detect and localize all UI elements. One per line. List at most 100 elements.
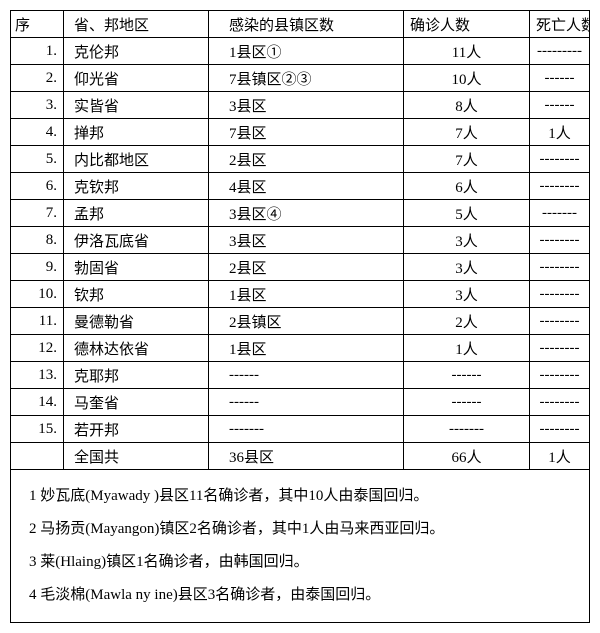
cell-region: 德林达依省	[64, 335, 209, 362]
cell-deaths: --------	[530, 281, 590, 308]
table-row: 9.勃固省2县区3人--------	[11, 254, 590, 281]
note-line: 3 莱(Hlaing)镇区1名确诊者，由韩国回归。	[29, 546, 571, 579]
cell-seq: 10.	[11, 281, 64, 308]
cell-seq: 5.	[11, 146, 64, 173]
cell-seq: 11.	[11, 308, 64, 335]
cell-region: 仰光省	[64, 65, 209, 92]
table-row: 14.马奎省--------------------	[11, 389, 590, 416]
cell-confirmed: 6人	[404, 173, 530, 200]
cell-districts: 7县区	[209, 119, 404, 146]
cell-region: 曼德勒省	[64, 308, 209, 335]
table-row: 3.实皆省3县区8人------	[11, 92, 590, 119]
cell-districts: -------	[209, 416, 404, 443]
cell-confirmed: 1人	[404, 335, 530, 362]
header-districts: 感染的县镇区数	[209, 11, 404, 38]
cell-region: 掸邦	[64, 119, 209, 146]
note-line: 1 妙瓦底(Myawady )县区11名确诊者，其中10人由泰国回归。	[29, 480, 571, 513]
total-seq	[11, 443, 64, 470]
cell-districts: 3县区④	[209, 200, 404, 227]
cell-region: 克伦邦	[64, 38, 209, 65]
notes-cell: 1 妙瓦底(Myawady )县区11名确诊者，其中10人由泰国回归。2 马扬贡…	[11, 470, 590, 623]
cell-confirmed: 5人	[404, 200, 530, 227]
cell-deaths: --------	[530, 254, 590, 281]
header-confirmed: 确诊人数	[404, 11, 530, 38]
cell-seq: 9.	[11, 254, 64, 281]
cell-districts: 1县区①	[209, 38, 404, 65]
cell-confirmed: -------	[404, 416, 530, 443]
total-districts: 36县区	[209, 443, 404, 470]
table-row: 8.伊洛瓦底省3县区3人--------	[11, 227, 590, 254]
cell-deaths: --------	[530, 146, 590, 173]
cell-deaths: --------	[530, 362, 590, 389]
cell-districts: 4县区	[209, 173, 404, 200]
cell-deaths: --------	[530, 227, 590, 254]
cell-deaths: --------	[530, 173, 590, 200]
cell-districts: 3县区	[209, 92, 404, 119]
cell-seq: 12.	[11, 335, 64, 362]
cell-districts: 1县区	[209, 281, 404, 308]
cell-districts: 7县镇区②③	[209, 65, 404, 92]
cell-confirmed: 3人	[404, 281, 530, 308]
cell-region: 内比都地区	[64, 146, 209, 173]
notes-row: 1 妙瓦底(Myawady )县区11名确诊者，其中10人由泰国回归。2 马扬贡…	[11, 470, 590, 623]
cell-seq: 14.	[11, 389, 64, 416]
table-row: 11.曼德勒省2县镇区2人--------	[11, 308, 590, 335]
cell-seq: 8.	[11, 227, 64, 254]
cell-region: 伊洛瓦底省	[64, 227, 209, 254]
cell-region: 若开邦	[64, 416, 209, 443]
cell-region: 钦邦	[64, 281, 209, 308]
total-region: 全国共	[64, 443, 209, 470]
header-seq: 序	[11, 11, 64, 38]
table-row: 13.克耶邦--------------------	[11, 362, 590, 389]
total-deaths: 1人	[530, 443, 590, 470]
table-row: 6.克钦邦4县区6人--------	[11, 173, 590, 200]
table-row: 10.钦邦1县区3人--------	[11, 281, 590, 308]
cell-confirmed: 3人	[404, 227, 530, 254]
cell-region: 马奎省	[64, 389, 209, 416]
cell-districts: ------	[209, 362, 404, 389]
cell-confirmed: 10人	[404, 65, 530, 92]
cell-deaths: ---------	[530, 38, 590, 65]
cell-districts: ------	[209, 389, 404, 416]
cell-deaths: --------	[530, 308, 590, 335]
cell-region: 实皆省	[64, 92, 209, 119]
cell-districts: 2县镇区	[209, 308, 404, 335]
cell-seq: 7.	[11, 200, 64, 227]
table-row: 7.孟邦3县区④5人-------	[11, 200, 590, 227]
cell-seq: 2.	[11, 65, 64, 92]
cell-confirmed: ------	[404, 389, 530, 416]
header-row: 序 省、邦地区 感染的县镇区数 确诊人数 死亡人数	[11, 11, 590, 38]
cell-confirmed: 8人	[404, 92, 530, 119]
cell-deaths: --------	[530, 335, 590, 362]
note-line: 2 马扬贡(Mayangon)镇区2名确诊者，其中1人由马来西亚回归。	[29, 513, 571, 546]
cell-deaths: --------	[530, 416, 590, 443]
cell-region: 孟邦	[64, 200, 209, 227]
cell-confirmed: 2人	[404, 308, 530, 335]
cell-seq: 13.	[11, 362, 64, 389]
table-row: 5.内比都地区2县区7人--------	[11, 146, 590, 173]
cell-confirmed: 3人	[404, 254, 530, 281]
cell-seq: 15.	[11, 416, 64, 443]
header-region: 省、邦地区	[64, 11, 209, 38]
cell-confirmed: ------	[404, 362, 530, 389]
cell-seq: 6.	[11, 173, 64, 200]
header-deaths: 死亡人数	[530, 11, 590, 38]
cell-confirmed: 11人	[404, 38, 530, 65]
cell-seq: 4.	[11, 119, 64, 146]
cell-districts: 3县区	[209, 227, 404, 254]
cell-region: 勃固省	[64, 254, 209, 281]
cell-districts: 1县区	[209, 335, 404, 362]
cell-districts: 2县区	[209, 254, 404, 281]
total-confirmed: 66人	[404, 443, 530, 470]
cell-deaths: 1人	[530, 119, 590, 146]
table-row: 1.克伦邦1县区①11人---------	[11, 38, 590, 65]
cell-districts: 2县区	[209, 146, 404, 173]
cell-deaths: --------	[530, 389, 590, 416]
table-row: 12.德林达依省1县区1人--------	[11, 335, 590, 362]
table-row: 15.若开邦----------------------	[11, 416, 590, 443]
cell-deaths: ------	[530, 92, 590, 119]
table-row: 2.仰光省7县镇区②③10人------	[11, 65, 590, 92]
cell-seq: 3.	[11, 92, 64, 119]
cell-deaths: -------	[530, 200, 590, 227]
cell-region: 克耶邦	[64, 362, 209, 389]
